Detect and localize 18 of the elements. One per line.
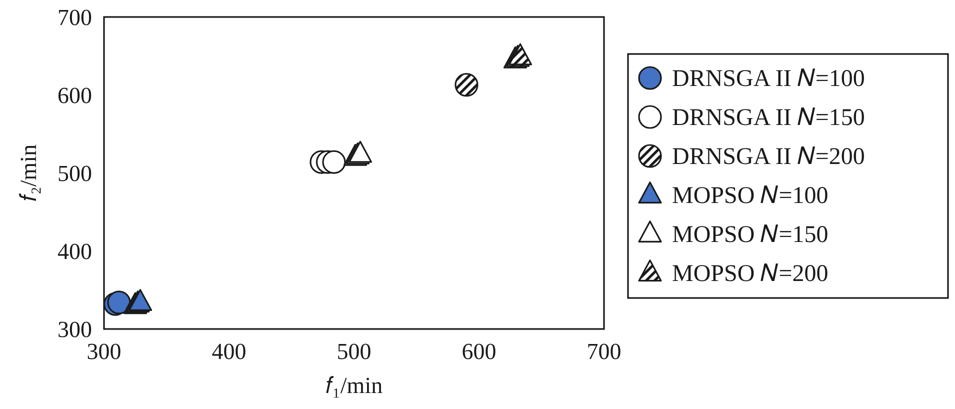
x-tick-label: 600 [462, 339, 496, 364]
x-tick-label: 500 [336, 339, 372, 364]
y-tick-label: 300 [58, 317, 92, 342]
y-tick-label: 400 [58, 239, 92, 264]
legend-label: DRNSGA II 𝑁=150 [672, 105, 865, 131]
y-tick-label: 600 [58, 83, 92, 108]
y-axis-title: 𝑓₂/min [16, 144, 41, 202]
x-axis-title: 𝑓₁/min [325, 373, 384, 398]
x-tick-label: 300 [86, 339, 122, 364]
y-tick-label: 700 [58, 5, 92, 30]
legend-label: DRNSGA II 𝑁=200 [672, 144, 865, 170]
legend-label: MOPSO 𝑁=200 [672, 261, 828, 287]
legend-label: MOPSO 𝑁=100 [672, 183, 828, 209]
x-tick-label: 700 [586, 339, 622, 364]
legend-label: DRNSGA II 𝑁=100 [672, 66, 865, 92]
y-tick-label: 500 [58, 161, 92, 186]
legend-label: MOPSO 𝑁=150 [672, 222, 828, 248]
x-tick-label: 400 [212, 339, 246, 364]
